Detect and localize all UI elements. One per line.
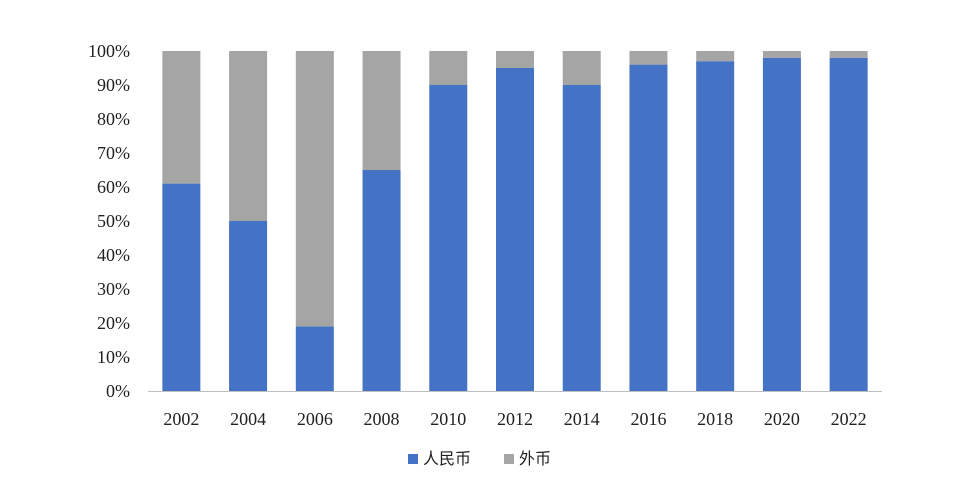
- y-tick-label: 100%: [88, 41, 130, 61]
- x-tick-label: 2008: [364, 409, 400, 429]
- x-tick-label: 2020: [764, 409, 800, 429]
- y-tick-label: 40%: [97, 245, 130, 265]
- bar-rmb-2016: [629, 64, 668, 391]
- x-tick-label: 2014: [564, 409, 600, 429]
- x-tick-label: 2004: [230, 409, 266, 429]
- y-tick-label: 0%: [106, 381, 130, 401]
- bars-group: [162, 51, 868, 392]
- y-tick-label: 90%: [97, 75, 130, 95]
- bar-foreign-2004: [229, 51, 268, 221]
- y-tick-label: 80%: [97, 109, 130, 129]
- bar-foreign-2020: [762, 51, 801, 58]
- bar-rmb-2008: [362, 170, 401, 391]
- bar-foreign-2006: [295, 51, 334, 327]
- bar-rmb-2004: [229, 221, 268, 391]
- bar-foreign-2002: [162, 51, 201, 184]
- bar-foreign-2014: [562, 51, 601, 85]
- y-tick-label: 20%: [97, 313, 130, 333]
- legend-swatch-rmb: [408, 454, 418, 464]
- bar-rmb-2002: [162, 183, 201, 391]
- bar-foreign-2016: [629, 51, 668, 65]
- legend-label-foreign: 外币: [519, 449, 551, 468]
- y-tick-label: 60%: [97, 177, 130, 197]
- y-tick-label: 10%: [97, 347, 130, 367]
- x-tick-label: 2018: [697, 409, 733, 429]
- bar-foreign-2012: [496, 51, 534, 68]
- bar-rmb-2012: [496, 68, 534, 391]
- x-tick-label: 2022: [831, 409, 867, 429]
- x-tick-label: 2010: [430, 409, 466, 429]
- bar-rmb-2010: [429, 85, 468, 391]
- legend-label-rmb: 人民币: [423, 449, 471, 468]
- bar-rmb-2018: [696, 61, 735, 391]
- bar-foreign-2022: [829, 51, 868, 58]
- x-axis-ticks: 2002 2004 2006 2008 2010 2012 2014 2016 2018 2020…: [163, 409, 866, 429]
- bar-foreign-2018: [696, 51, 735, 62]
- bar-rmb-2022: [829, 57, 868, 392]
- y-axis-ticks: 0% 10% 20% 30% 40% 50% 60% 70% 80% 90% 100%: [88, 41, 130, 401]
- bar-rmb-2020: [762, 57, 801, 392]
- bar-foreign-2008: [362, 51, 401, 170]
- x-tick-label: 2002: [163, 409, 199, 429]
- x-tick-label: 2016: [630, 409, 666, 429]
- y-tick-label: 30%: [97, 279, 130, 299]
- x-tick-label: 2012: [497, 409, 533, 429]
- y-tick-label: 70%: [97, 143, 130, 163]
- bar-foreign-2010: [429, 51, 468, 85]
- bar-rmb-2006: [295, 326, 334, 391]
- bar-rmb-2014: [562, 85, 601, 391]
- legend: 人民币 外币: [408, 449, 551, 468]
- x-tick-label: 2006: [297, 409, 333, 429]
- y-tick-label: 50%: [97, 211, 130, 231]
- legend-swatch-foreign: [504, 454, 514, 464]
